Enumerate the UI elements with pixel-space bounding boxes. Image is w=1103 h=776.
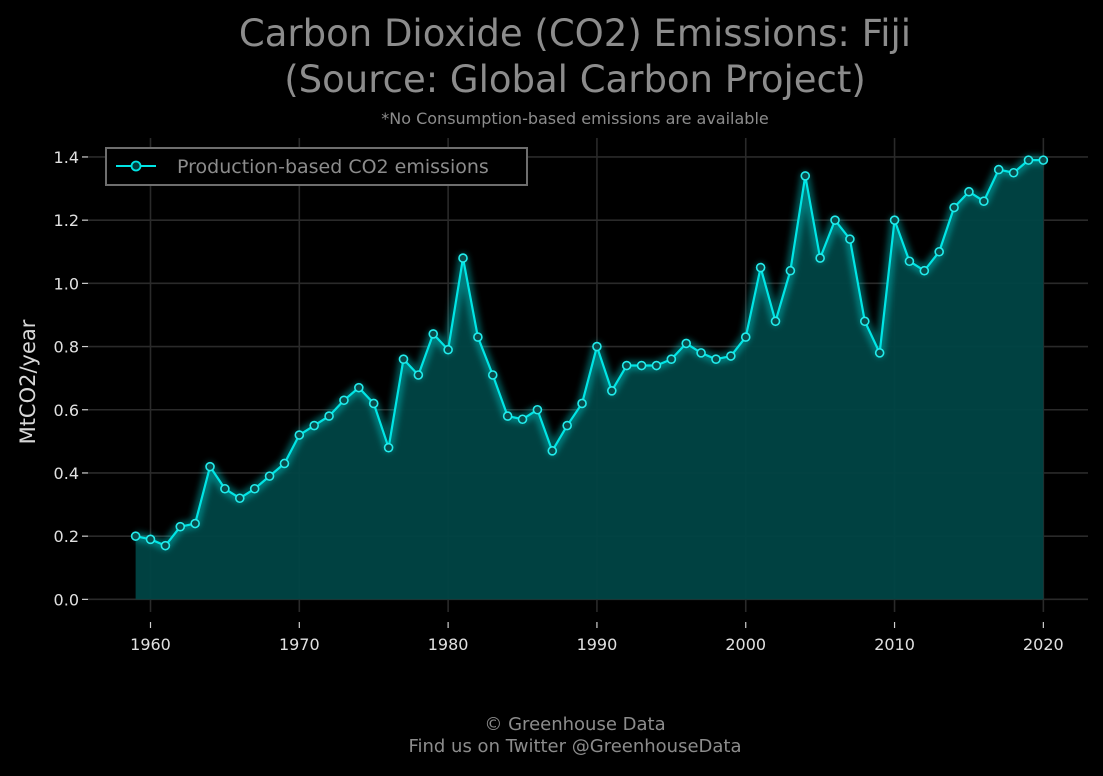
point-2005 bbox=[815, 253, 825, 263]
legend-frame bbox=[105, 147, 528, 186]
point-1975 bbox=[368, 398, 379, 409]
point-1970 bbox=[294, 430, 305, 440]
point-1982 bbox=[473, 332, 483, 342]
point-1978 bbox=[413, 370, 424, 380]
footer-copyright: © Greenhouse Data bbox=[484, 714, 665, 735]
point-1995 bbox=[666, 354, 677, 365]
tick-label-x-3: 1990 bbox=[577, 635, 618, 654]
point-1998 bbox=[711, 354, 721, 365]
tick-label-x-6: 2020 bbox=[1023, 635, 1064, 654]
tick-labels: 0.0 0.2 0.4 0.6 0.8 1.0 1.2 1.4 1960 1970 1980 1990… bbox=[54, 148, 1064, 654]
point-2019 bbox=[1023, 155, 1034, 165]
tick-label-x-1: 1970 bbox=[279, 635, 320, 654]
point-1973 bbox=[339, 395, 349, 406]
point-2004 bbox=[800, 171, 811, 181]
point-1988 bbox=[562, 420, 572, 431]
data-points bbox=[130, 155, 1049, 551]
point-2000 bbox=[740, 332, 751, 342]
point-2001 bbox=[755, 262, 766, 273]
point-1974 bbox=[354, 382, 364, 393]
point-1986 bbox=[532, 404, 543, 415]
chart-title-line1: Carbon Dioxide (CO2) Emissions: Fiji bbox=[239, 12, 911, 55]
point-1961 bbox=[160, 540, 171, 551]
tick-label-y-1: 0.2 bbox=[54, 527, 79, 546]
legend: Production-based CO2 emissions bbox=[105, 147, 528, 186]
point-2014 bbox=[949, 202, 959, 213]
data-line bbox=[135, 159, 1044, 547]
point-2017 bbox=[993, 164, 1004, 175]
legend-entry-production: Production-based CO2 emissions bbox=[177, 156, 489, 178]
axes bbox=[82, 156, 1044, 628]
point-1964 bbox=[205, 461, 215, 472]
point-2007 bbox=[845, 234, 855, 244]
point-1994 bbox=[651, 360, 662, 371]
point-1996 bbox=[681, 338, 692, 349]
tick-label-x-5: 2010 bbox=[874, 635, 915, 654]
point-1979 bbox=[428, 329, 439, 339]
point-1993 bbox=[636, 360, 647, 371]
point-1977 bbox=[398, 354, 409, 365]
point-2010 bbox=[889, 215, 900, 225]
point-2013 bbox=[934, 246, 944, 257]
point-1987 bbox=[547, 446, 558, 456]
point-1980 bbox=[443, 344, 453, 355]
point-2011 bbox=[904, 256, 915, 267]
point-1960 bbox=[145, 534, 156, 545]
point-1962 bbox=[175, 521, 186, 532]
point-1969 bbox=[279, 458, 290, 469]
point-2008 bbox=[859, 316, 870, 327]
tick-label-x-0: 1960 bbox=[130, 635, 171, 654]
footer-twitter: Find us on Twitter @GreenhouseData bbox=[408, 736, 741, 757]
point-1968 bbox=[264, 471, 275, 481]
tick-label-y-6: 1.2 bbox=[54, 211, 79, 230]
tick-label-x-4: 2000 bbox=[725, 635, 766, 654]
point-2003 bbox=[785, 265, 796, 276]
point-1965 bbox=[220, 483, 230, 494]
tick-label-y-4: 0.8 bbox=[54, 338, 79, 357]
point-2012 bbox=[919, 265, 930, 276]
tick-label-y-3: 0.6 bbox=[54, 401, 79, 420]
legend-swatch-marker bbox=[130, 160, 142, 172]
point-1989 bbox=[577, 398, 587, 409]
tick-label-y-7: 1.4 bbox=[54, 148, 79, 167]
tick-label-x-2: 1980 bbox=[428, 635, 469, 654]
point-1971 bbox=[309, 420, 319, 431]
point-2018 bbox=[1008, 167, 1019, 178]
point-1963 bbox=[190, 518, 200, 529]
chart-subtitle: *No Consumption-based emissions are avai… bbox=[381, 109, 769, 128]
point-1976 bbox=[383, 442, 394, 453]
y-axis-label: MtCO2/year bbox=[16, 319, 40, 444]
point-2016 bbox=[979, 196, 989, 206]
point-1985 bbox=[517, 414, 528, 425]
point-1959 bbox=[130, 531, 141, 541]
tick-label-y-2: 0.4 bbox=[54, 464, 79, 483]
point-2020 bbox=[1038, 155, 1049, 165]
point-2009 bbox=[874, 348, 885, 358]
point-1967 bbox=[249, 483, 260, 494]
tick-label-y-0: 0.0 bbox=[54, 590, 79, 609]
point-1990 bbox=[592, 341, 602, 352]
point-2006 bbox=[830, 215, 840, 225]
point-1991 bbox=[607, 385, 617, 396]
point-1984 bbox=[502, 411, 513, 421]
line-production bbox=[135, 159, 1044, 547]
point-1999 bbox=[726, 351, 736, 361]
point-2002 bbox=[770, 316, 781, 327]
point-1983 bbox=[487, 370, 498, 380]
point-1966 bbox=[234, 493, 245, 504]
tick-label-y-5: 1.0 bbox=[54, 274, 79, 293]
point-2015 bbox=[964, 186, 974, 197]
chart-title-line2: (Source: Global Carbon Project) bbox=[284, 58, 866, 101]
point-1981 bbox=[458, 253, 468, 263]
point-1997 bbox=[696, 348, 706, 358]
point-1972 bbox=[324, 411, 334, 421]
point-1992 bbox=[621, 360, 632, 371]
